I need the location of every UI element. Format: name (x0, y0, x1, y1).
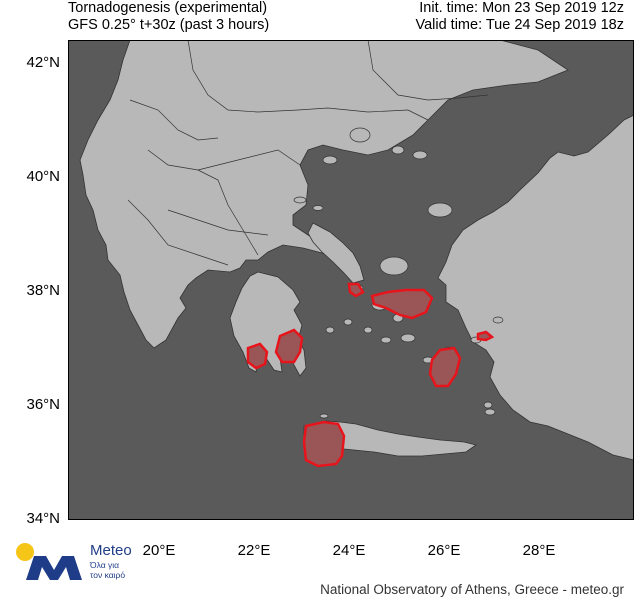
lat-tick-label: 38°N (26, 282, 60, 299)
header-right: Init. time: Mon 23 Sep 2019 12z Valid ti… (415, 0, 624, 34)
lat-tick-label: 34°N (26, 510, 60, 527)
lon-tick-label: 26°E (427, 542, 461, 559)
lon-tick-label: 24°E (332, 542, 366, 559)
map-title: Tornadogenesis (experimental) (68, 0, 268, 16)
credit-text: National Observatory of Athens, Greece -… (320, 582, 624, 597)
land-turkey (437, 40, 634, 461)
hazard-area-laconia (274, 328, 304, 364)
logo-m-glyph (26, 556, 82, 580)
land-balkans (79, 40, 569, 349)
lon-tick-label: 20°E (142, 542, 176, 559)
lat-tick-label: 40°N (26, 168, 60, 185)
hazard-area-dodecanese (428, 346, 462, 388)
hazard-area-kos (476, 330, 495, 342)
valid-time: Valid time: Tue 24 Sep 2019 18z (415, 17, 624, 33)
map-canvas (68, 40, 634, 520)
hazard-area-messinia (246, 342, 269, 370)
map-area (68, 40, 634, 520)
meteo-logo (16, 543, 82, 580)
hazard-area-andros-tinos (370, 288, 434, 320)
map-subtitle: GFS 0.25° t+30z (past 3 hours) (68, 17, 270, 33)
header-left: Tornadogenesis (experimental) GFS 0.25° … (68, 0, 269, 34)
country-borders (127, 40, 489, 266)
logo-tagline: Όλα για τον καιρό (90, 560, 126, 580)
hazard-area-euboea-south (347, 282, 365, 298)
lon-tick-label: 28°E (522, 542, 556, 559)
logo-name: Meteo (90, 542, 132, 559)
lon-tick-label: 22°E (237, 542, 271, 559)
init-time: Init. time: Mon 23 Sep 2019 12z (419, 0, 624, 16)
hazard-areas (246, 282, 495, 468)
lat-tick-label: 42°N (26, 54, 60, 71)
lat-tick-label: 36°N (26, 396, 60, 413)
sun-icon (16, 543, 34, 561)
sea-marmara (480, 120, 586, 148)
hazard-area-crete-west (302, 420, 346, 468)
